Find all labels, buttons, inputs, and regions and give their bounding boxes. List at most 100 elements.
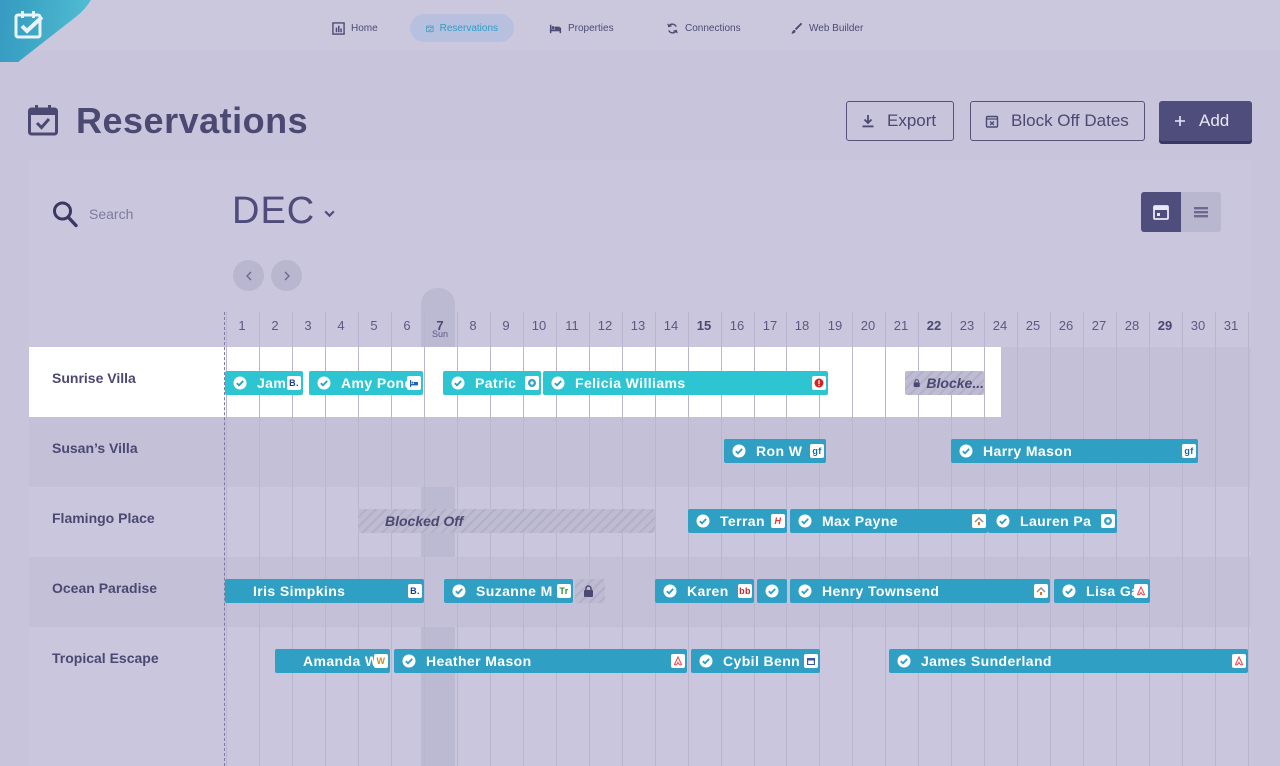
next-month-button[interactable] [271,260,302,291]
day-gridline [655,312,656,766]
day-label: 13 [630,318,646,333]
nav-home-label: Home [351,22,378,34]
property-name[interactable]: Flamingo Place [52,510,155,526]
booking-source-icon: Tr [557,584,571,598]
day-label: 11 [565,318,579,333]
day-gridline [358,312,359,766]
search-icon[interactable] [52,200,78,228]
booking-bar[interactable]: Jam B. [225,371,303,395]
booking-guest-name: Suzanne M [476,583,553,599]
month-selector[interactable]: DEC [232,190,336,233]
check-circle-icon [765,584,779,598]
nav-web-builder[interactable]: Web Builder [774,14,879,42]
calendar-icon [1153,205,1169,220]
lock-icon [584,585,593,597]
nav-properties[interactable]: Properties [533,14,630,42]
booking-bar[interactable]: Cybil Benn [691,649,820,673]
booking-bar[interactable]: James Sunderland [889,649,1248,673]
property-name[interactable]: Susan’s Villa [52,440,138,456]
booking-bar[interactable]: Lauren Pa [988,509,1117,533]
booking-bar[interactable]: Terran H [688,509,787,533]
day-gridline [852,312,853,766]
booking-guest-name: Ron W [756,443,803,459]
booking-bar[interactable]: Ron W gf [724,439,826,463]
export-button-label: Export [887,111,937,130]
day-gridline [688,312,689,766]
property-name[interactable]: Sunrise Villa [52,370,136,386]
day-gridline [885,312,886,766]
day-label: 5 [370,318,378,333]
list-view-button[interactable] [1181,192,1221,232]
search-input[interactable] [89,204,209,224]
add-button[interactable]: Add [1159,101,1252,141]
booking-bar[interactable]: Felicia Williams [543,371,828,395]
export-button[interactable]: Export [846,101,954,141]
day-gridline [721,312,722,766]
blocked-off-range[interactable]: Blocke... [905,371,984,395]
booking-bar[interactable]: Lisa Ga [1054,579,1150,603]
blocked-off-range[interactable]: Blocked Off [358,509,655,533]
booking-bar[interactable]: Patric [443,371,541,395]
brush-icon [791,22,803,34]
booking-source-icon [1134,584,1148,598]
booking-bar[interactable] [757,579,787,603]
day-label: 22 [926,318,942,333]
day-gridline [523,312,524,766]
prev-month-button[interactable] [233,260,264,291]
nav-connections[interactable]: Connections [650,14,757,42]
day-label: 8 [469,318,477,333]
app-logo[interactable] [0,0,110,62]
lock-icon [913,379,920,388]
booking-guest-name: Lauren Pa [1020,513,1092,529]
booking-source-icon [407,376,421,390]
booking-source-icon [1101,514,1115,528]
booking-source-icon: B. [408,584,422,598]
booking-source-icon [1232,654,1246,668]
calendar-x-icon [985,115,999,128]
day-label: 20 [860,318,876,333]
booking-guest-name: Cybil Benn [723,653,801,669]
download-icon [862,115,874,128]
nav-properties-label: Properties [568,22,614,34]
booking-bar[interactable]: Karen bb [655,579,754,603]
booking-bar[interactable]: Max Payne [790,509,988,533]
booking-bar[interactable]: Iris Simpkins B. [225,579,424,603]
check-circle-icon [663,584,677,598]
booking-source-icon [972,514,986,528]
booking-bar[interactable]: Henry Townsend [790,579,1050,603]
check-circle-icon [452,584,466,598]
blocked-off-label: Blocke... [926,375,984,391]
booking-bar[interactable]: Suzanne M Tr [444,579,573,603]
nav-reservations[interactable]: Reservations [410,14,514,42]
calendar-view-button[interactable] [1141,192,1181,232]
day-label: 16 [729,318,745,333]
day-label: 15 [696,318,712,333]
booking-guest-name: Henry Townsend [822,583,940,599]
day-label: 28 [1124,318,1140,333]
blocked-off-label: Blocked Off [385,513,464,529]
nav-home[interactable]: Home [316,14,394,42]
booking-bar[interactable]: Amanda Wo W [275,649,390,673]
check-circle-icon [732,444,746,458]
day-label: 9 [502,318,510,333]
property-name[interactable]: Tropical Escape [52,650,159,666]
block-off-dates-button[interactable]: Block Off Dates [970,101,1145,141]
day-label: 31 [1223,318,1239,333]
day-label: 1 [238,318,246,333]
nav-connections-label: Connections [685,22,741,34]
day-label: 24 [992,318,1008,333]
property-name[interactable]: Ocean Paradise [52,580,158,596]
logo-calendar-check-icon [14,11,44,39]
chevron-left-icon [245,271,251,280]
day-gridline [918,312,919,766]
blocked-off-range[interactable] [575,579,605,603]
day-gridline [226,312,227,766]
booking-guest-name: Felicia Williams [575,375,686,391]
booking-bar[interactable]: Heather Mason [394,649,687,673]
day-gridline [622,312,623,766]
chart-icon [332,21,345,35]
booking-bar[interactable]: Harry Mason gf [951,439,1198,463]
booking-bar[interactable]: Amy Pond [309,371,423,395]
day-label: 21 [893,318,909,333]
day-gridline [1215,312,1216,766]
